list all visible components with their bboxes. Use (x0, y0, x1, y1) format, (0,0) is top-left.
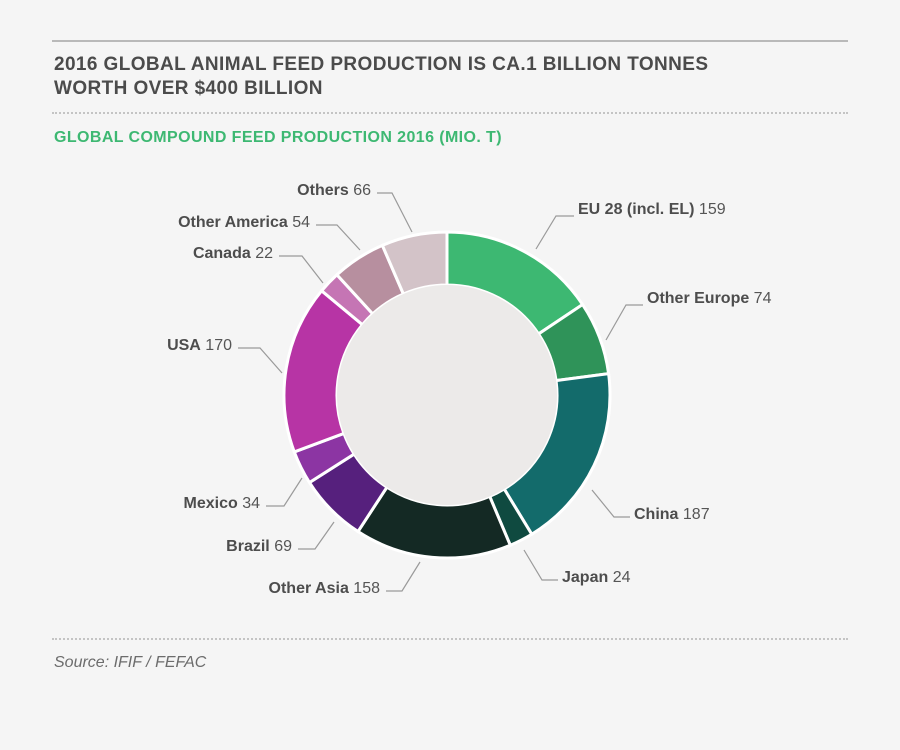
leader-line-china (591, 489, 630, 518)
slice-label-value: 22 (251, 245, 273, 262)
slice-label-china: China 187 (634, 506, 710, 523)
slice-label-value: 187 (678, 506, 709, 523)
slice-label-value: 158 (349, 580, 380, 597)
slice-label-other-asia: Other Asia 158 (269, 580, 381, 597)
slice-label-name: Brazil (226, 538, 270, 555)
slice-label-value: 69 (270, 538, 292, 555)
slice-label-name: Canada (193, 245, 251, 262)
leader-line-japan (523, 549, 558, 581)
leader-line-usa (238, 347, 283, 374)
top-rule (52, 40, 848, 42)
leader-line-other-asia (386, 561, 421, 592)
divider (52, 638, 848, 640)
slice-label-value: 54 (288, 214, 310, 231)
slice-label-value: 66 (349, 182, 371, 199)
leader-line-other-america (316, 224, 361, 251)
donut-hole (337, 285, 557, 505)
slice-label-other-europe: Other Europe 74 (647, 290, 772, 307)
page-title: 2016 GLOBAL ANIMAL FEED PRODUCTION IS CA… (54, 53, 834, 101)
divider (52, 112, 848, 114)
leader-line-others (377, 192, 413, 233)
leader-line-canada (279, 255, 324, 284)
slice-label-japan: Japan 24 (562, 569, 631, 586)
slice-label-eu-28-incl-el: EU 28 (incl. EL) 159 (578, 201, 726, 218)
slice-label-value: 24 (608, 569, 630, 586)
slice-label-name: Other America (178, 214, 288, 231)
slice-label-name: USA (167, 337, 201, 354)
leader-line-eu-28-incl-el (535, 215, 574, 250)
slice-label-other-america: Other America 54 (178, 214, 310, 231)
slices (282, 230, 612, 560)
slice-label-mexico: Mexico 34 (184, 495, 261, 512)
slice-label-brazil: Brazil 69 (226, 538, 292, 555)
slice-label-value: 74 (749, 290, 771, 307)
leader-line-other-europe (605, 304, 643, 341)
slice-label-usa: USA 170 (167, 337, 232, 354)
slice-label-others: Others 66 (297, 182, 371, 199)
slice-label-name: Mexico (184, 495, 238, 512)
slice-label-value: 170 (201, 337, 232, 354)
title-line-2: WORTH OVER $400 BILLION (54, 78, 323, 99)
slice-labels: EU 28 (incl. EL) 159 Other Europe 74 China… (167, 182, 772, 597)
slice-label-value: 34 (238, 495, 260, 512)
slice-label-name: Other Asia (269, 580, 349, 597)
slice-label-value: 159 (694, 201, 725, 218)
leader-lines (238, 192, 643, 592)
slice-label-canada: Canada 22 (193, 245, 273, 262)
chart-title: GLOBAL COMPOUND FEED PRODUCTION 2016 (MI… (54, 129, 502, 146)
slice-label-name: China (634, 506, 679, 523)
title-line-1: 2016 GLOBAL ANIMAL FEED PRODUCTION IS CA… (54, 54, 709, 75)
slice-label-name: Japan (562, 569, 608, 586)
leader-line-mexico (266, 477, 303, 507)
slice-label-name: EU 28 (incl. EL) (578, 201, 694, 218)
slice-label-name: Other Europe (647, 290, 749, 307)
slice-label-name: Others (297, 182, 349, 199)
source-note: Source: IFIF / FEFAC (54, 654, 207, 671)
leader-line-brazil (298, 521, 335, 550)
